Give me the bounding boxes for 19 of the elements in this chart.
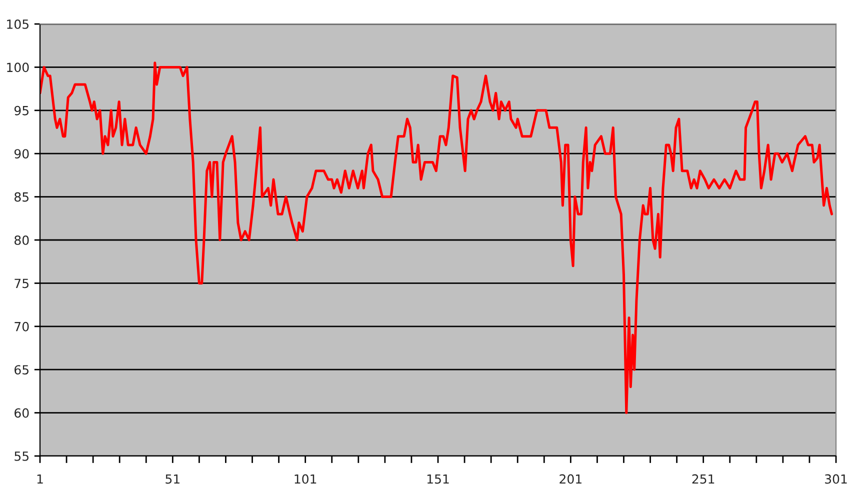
- x-tick-label: 251: [692, 474, 714, 484]
- y-tick-label: 85: [14, 192, 28, 202]
- y-tick-label: 75: [14, 278, 28, 288]
- x-tick-label: 301: [825, 474, 847, 484]
- y-tick-label: 100: [7, 62, 29, 72]
- x-tick-label: 51: [166, 474, 180, 484]
- y-tick-label: 80: [14, 235, 29, 245]
- y-tick-label: 65: [14, 365, 28, 375]
- x-tick-label: 1: [37, 474, 43, 484]
- y-tick-label: 95: [14, 106, 28, 116]
- y-tick-label: 60: [14, 408, 29, 418]
- y-tick-label: 55: [14, 452, 28, 461]
- y-tick-label: 90: [14, 149, 29, 159]
- line-series: [40, 62, 834, 414]
- x-tick-label: 151: [427, 474, 449, 484]
- x-tick-label: 101: [294, 474, 316, 484]
- x-tick-label: 201: [560, 474, 582, 484]
- y-tick-label: 70: [14, 322, 29, 332]
- y-tick-label: 105: [7, 19, 28, 29]
